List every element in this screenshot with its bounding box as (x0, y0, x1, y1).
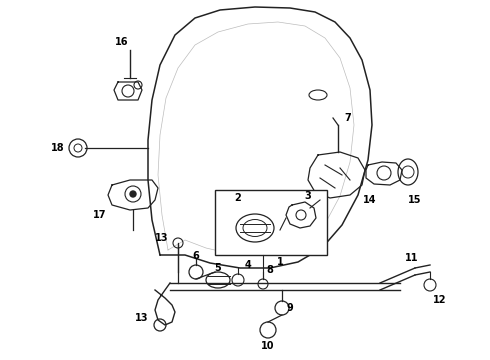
Text: 17: 17 (93, 210, 107, 220)
Text: 4: 4 (245, 260, 251, 270)
Text: 10: 10 (261, 341, 275, 351)
Text: 11: 11 (405, 253, 419, 263)
Bar (215, 190, 327, 255)
Text: 5: 5 (215, 263, 221, 273)
Text: 9: 9 (287, 303, 294, 313)
Text: 8: 8 (267, 265, 273, 275)
Text: 15: 15 (408, 195, 422, 205)
Text: 6: 6 (193, 251, 199, 261)
Text: 3: 3 (305, 191, 311, 201)
Text: 7: 7 (344, 113, 351, 123)
Text: 14: 14 (363, 195, 377, 205)
Text: 16: 16 (115, 37, 129, 47)
Text: 18: 18 (51, 143, 65, 153)
Text: 12: 12 (433, 295, 447, 305)
Text: 1: 1 (277, 257, 283, 267)
Text: 2: 2 (235, 193, 242, 203)
Text: 13: 13 (155, 233, 169, 243)
Circle shape (130, 191, 136, 197)
Text: 13: 13 (135, 313, 149, 323)
